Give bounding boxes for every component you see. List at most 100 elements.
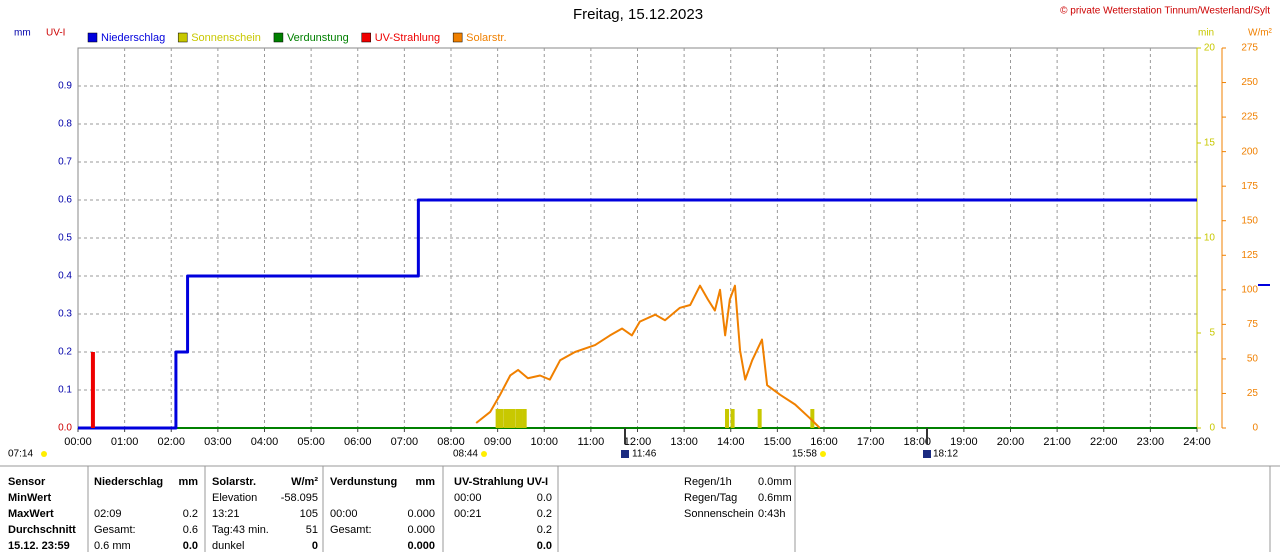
x-tick-label: 05:00 <box>297 436 325 448</box>
moon-icon <box>923 450 931 458</box>
y3-tick-label: 150 <box>1241 215 1258 226</box>
y3-tick-label: 50 <box>1247 354 1259 365</box>
y3-tick-label: 175 <box>1241 181 1258 192</box>
legend-swatch <box>273 32 284 43</box>
y-tick-label: 0.5 <box>58 233 72 244</box>
x-tick-label: 21:00 <box>1043 436 1071 448</box>
axis-unit: min <box>1198 28 1214 39</box>
table-cell: 0 <box>312 540 318 552</box>
axis-unit: W/m² <box>1248 28 1273 39</box>
y3-tick-label: 125 <box>1241 250 1258 261</box>
legend-swatch <box>177 32 188 43</box>
summary-label: Regen/Tag <box>684 492 737 504</box>
sun-event: 15:58 <box>792 449 817 460</box>
x-tick-label: 24:00 <box>1183 436 1211 448</box>
y2-tick-label: 5 <box>1209 328 1215 339</box>
summary-label: Sonnenschein <box>684 508 754 520</box>
table-cell: 02:09 <box>94 508 122 520</box>
legend-label: Verdunstung <box>287 32 349 44</box>
bar <box>503 409 508 428</box>
y3-tick-label: 275 <box>1241 43 1258 54</box>
y3-tick-label: 0 <box>1252 423 1258 434</box>
y3-tick-label: 75 <box>1247 319 1259 330</box>
legend-label: Sonnenschein <box>191 32 261 44</box>
summary-label: Regen/1h <box>684 476 732 488</box>
table-cell: dunkel <box>212 540 244 552</box>
table-cell: -58.095 <box>281 492 318 504</box>
x-tick-label: 06:00 <box>344 436 372 448</box>
table-cell: 00:00 <box>454 492 482 504</box>
bar <box>522 409 527 428</box>
y3-tick-label: 100 <box>1241 284 1258 295</box>
table-cell: 0.000 <box>407 508 435 520</box>
y3-tick-label: 225 <box>1241 112 1258 123</box>
table-cell: Niederschlag <box>94 476 163 488</box>
credit: © private Wetterstation Tinnum/Westerlan… <box>1060 6 1270 17</box>
summary-value: 0.6mm <box>758 492 792 504</box>
table-cell: 51 <box>306 524 318 536</box>
table-cell: 0.2 <box>183 508 198 520</box>
table-cell: 0.0 <box>183 540 198 552</box>
x-tick-label: 00:00 <box>64 436 92 448</box>
series-line <box>475 284 821 429</box>
legend-label: Solarstr. <box>466 32 506 44</box>
bar <box>757 409 762 428</box>
x-tick-label: 22:00 <box>1090 436 1118 448</box>
x-tick-label: 20:00 <box>997 436 1025 448</box>
legend-swatch <box>361 32 371 43</box>
legend-label: Niederschlag <box>101 32 165 44</box>
table-cell: UV-Strahlung UV-I <box>454 476 548 488</box>
legend-swatch <box>87 32 98 43</box>
axis-unit: mm <box>14 28 31 39</box>
bar <box>90 352 95 428</box>
table-cell: Elevation <box>212 492 257 504</box>
sun-event: 07:14 <box>8 449 33 460</box>
table-cell: Gesamt: <box>330 524 372 536</box>
bar <box>810 409 815 428</box>
summary-value: 0:43h <box>758 508 786 520</box>
x-tick-label: 18:00 <box>903 436 931 448</box>
x-tick-label: 04:00 <box>251 436 279 448</box>
y-tick-label: 0.3 <box>58 309 72 320</box>
table-cell: 13:21 <box>212 508 240 520</box>
bar <box>725 409 730 428</box>
y2-tick-label: 20 <box>1204 43 1216 54</box>
summary-value: 0.0mm <box>758 476 792 488</box>
table-cell: 0.2 <box>537 508 552 520</box>
sun-event: 18:12 <box>933 449 958 460</box>
table-cell: 0.0 <box>537 540 552 552</box>
y-tick-label: 0.7 <box>58 157 72 168</box>
table-cell: Sensor <box>8 476 46 488</box>
x-tick-label: 15:00 <box>764 436 792 448</box>
series-line <box>78 198 1197 430</box>
table-cell: 00:00 <box>330 508 358 520</box>
y2-tick-label: 15 <box>1204 138 1216 149</box>
legend-label: UV-Strahlung <box>375 32 440 44</box>
x-tick-label: 19:00 <box>950 436 978 448</box>
x-tick-label: 02:00 <box>157 436 185 448</box>
y3-tick-label: 200 <box>1241 146 1258 157</box>
table-cell: 0.000 <box>407 524 435 536</box>
sun-icon <box>41 451 47 457</box>
bar <box>730 409 735 428</box>
y2-tick-label: 0 <box>1209 423 1215 434</box>
x-tick-label: 08:00 <box>437 436 465 448</box>
table-lines <box>0 465 1280 552</box>
bar <box>495 409 500 428</box>
table-cell: W/m² <box>291 476 318 488</box>
table-cell: mm <box>415 476 435 488</box>
axis-unit: UV-I <box>46 28 65 39</box>
x-tick-label: 01:00 <box>111 436 139 448</box>
table-cell: Durchschnitt <box>8 524 76 536</box>
bar <box>499 409 504 428</box>
x-tick-label: 16:00 <box>810 436 838 448</box>
table-cell: 0.6 mm <box>94 540 131 552</box>
x-tick-label: 09:00 <box>484 436 512 448</box>
table-cell: 00:21 <box>454 508 482 520</box>
table-cell: 105 <box>300 508 318 520</box>
sun-event: 08:44 <box>453 449 478 460</box>
y-tick-label: 0.8 <box>58 119 72 130</box>
table-cell: 0.6 <box>183 524 198 536</box>
x-tick-label: 14:00 <box>717 436 745 448</box>
